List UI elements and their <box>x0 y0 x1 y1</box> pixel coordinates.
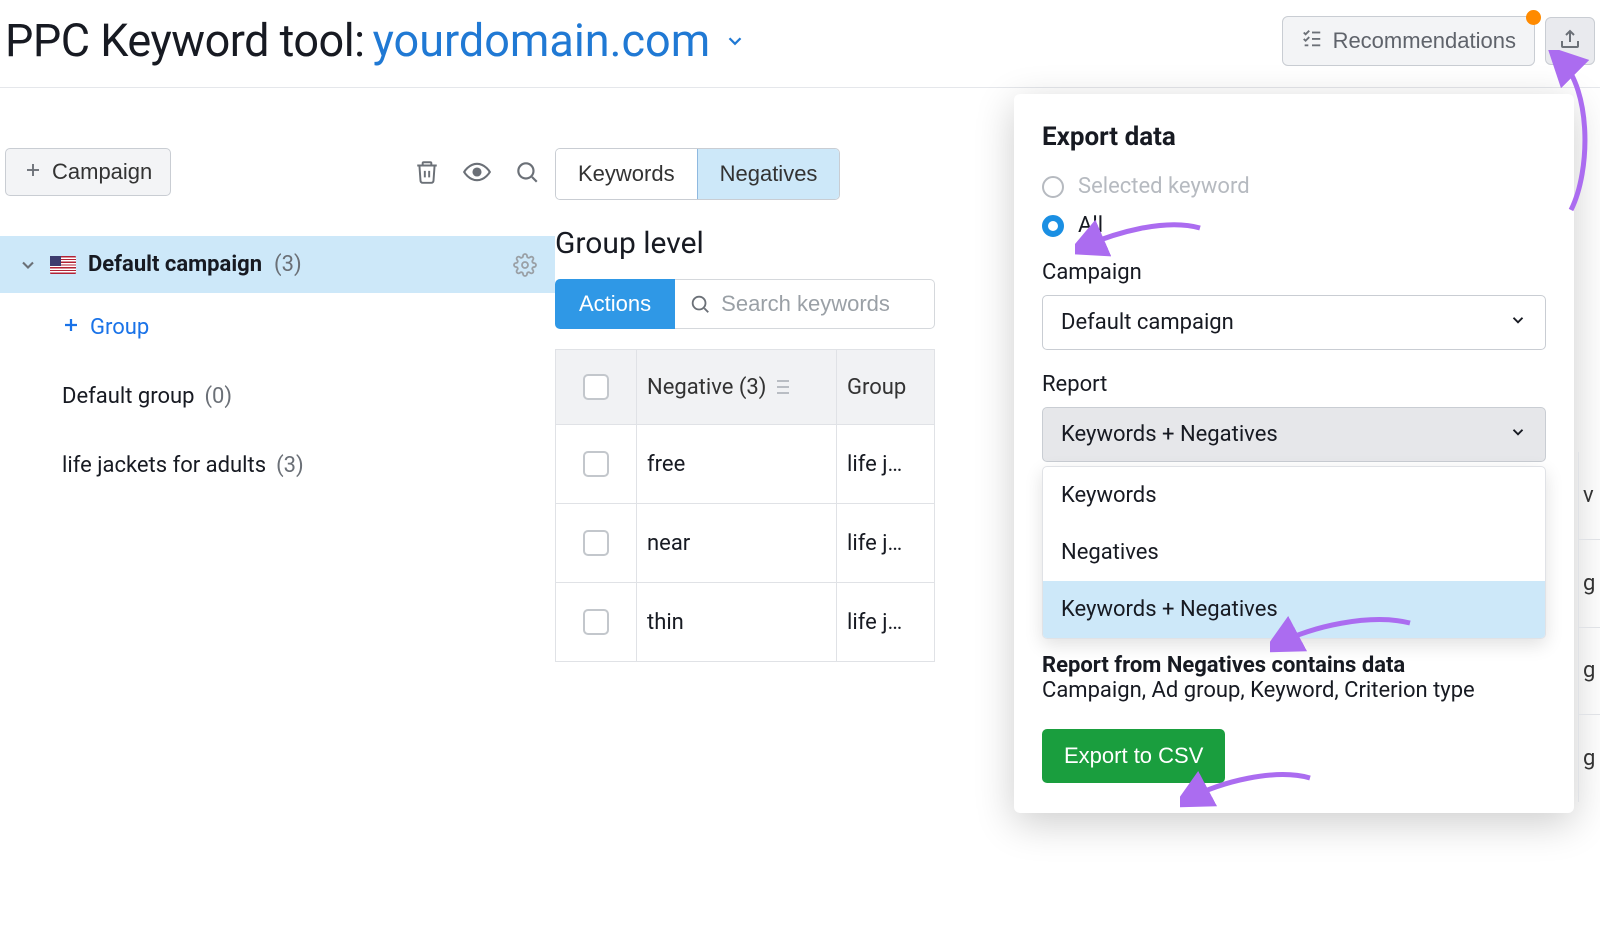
header: PPC Keyword tool: yourdomain.com Recomme… <box>0 0 1600 88</box>
chevron-down-icon <box>1509 310 1527 335</box>
export-popover: Export data Selected keyword All Campaig… <box>1014 94 1574 813</box>
checklist-icon <box>1301 27 1323 55</box>
campaign-select-value: Default campaign <box>1061 310 1234 335</box>
sort-handle-icon[interactable] <box>776 378 790 396</box>
domain-link[interactable]: yourdomain.com <box>373 14 711 67</box>
radio-selected-keyword: Selected keyword <box>1042 174 1546 199</box>
chevron-down-icon[interactable] <box>18 255 38 275</box>
campaign-select[interactable]: Default campaign <box>1042 295 1546 350</box>
table-header: Negative (3) Group <box>556 350 934 425</box>
group-count: (3) <box>276 453 304 478</box>
radio-selected-label: Selected keyword <box>1078 174 1250 199</box>
search-icon <box>689 293 711 315</box>
table-row: near life j… <box>556 504 934 583</box>
search-input[interactable] <box>721 291 920 317</box>
add-group-button[interactable]: Group <box>0 293 555 362</box>
search-icon[interactable] <box>507 152 547 192</box>
report-dropdown: KeywordsNegativesKeywords + Negatives <box>1042 466 1546 639</box>
cell-negative: free <box>636 425 836 503</box>
export-button[interactable] <box>1545 17 1595 65</box>
report-note-title: Report from Negatives contains data <box>1042 653 1405 678</box>
tab-negatives[interactable]: Negatives <box>697 149 840 199</box>
campaign-row[interactable]: Default campaign (3) <box>0 236 555 293</box>
cell-negative: near <box>636 504 836 582</box>
chevron-down-icon[interactable] <box>724 30 746 52</box>
cell-group: life j… <box>836 425 934 503</box>
search-input-wrap <box>675 279 935 329</box>
eye-icon[interactable] <box>457 152 497 192</box>
peek-cell: g <box>1579 540 1600 628</box>
sidebar: Campaign Default campaign (3) <box>0 88 555 662</box>
group-count: (0) <box>204 384 232 409</box>
trash-icon[interactable] <box>407 152 447 192</box>
plus-icon <box>62 315 80 340</box>
radio-icon <box>1042 176 1064 198</box>
export-icon <box>1558 27 1582 54</box>
add-campaign-label: Campaign <box>52 159 152 185</box>
col-group-label: Group <box>847 375 906 400</box>
cell-negative: thin <box>636 583 836 661</box>
table-row: free life j… <box>556 425 934 504</box>
plus-icon <box>24 159 42 185</box>
export-csv-button[interactable]: Export to CSV <box>1042 729 1225 783</box>
notification-dot-icon <box>1526 10 1541 25</box>
peek-cell: v <box>1579 452 1600 540</box>
page-title: PPC Keyword tool: <box>5 14 365 67</box>
tab-keywords[interactable]: Keywords <box>556 149 697 199</box>
recommendations-label: Recommendations <box>1333 28 1516 54</box>
popover-title: Export data <box>1042 122 1546 152</box>
us-flag-icon <box>50 256 76 274</box>
sidebar-group-item[interactable]: life jackets for adults (3) <box>0 431 555 500</box>
select-all-checkbox[interactable] <box>583 374 609 400</box>
group-name: life jackets for adults <box>62 453 266 478</box>
dropdown-item[interactable]: Negatives <box>1043 524 1545 581</box>
campaign-field-label: Campaign <box>1042 260 1546 285</box>
radio-all[interactable]: All <box>1042 213 1546 238</box>
actions-row: Actions <box>555 279 935 329</box>
peek-cell: g <box>1579 628 1600 716</box>
row-checkbox[interactable] <box>583 530 609 556</box>
campaign-count: (3) <box>274 252 302 277</box>
cell-group: life j… <box>836 583 934 661</box>
row-checkbox[interactable] <box>583 609 609 635</box>
dropdown-item[interactable]: Keywords <box>1043 467 1545 524</box>
radio-all-label: All <box>1078 213 1103 238</box>
cutoff-peek: v g g g <box>1578 452 1600 802</box>
radio-icon <box>1042 215 1064 237</box>
chevron-down-icon <box>1509 422 1527 447</box>
actions-button[interactable]: Actions <box>555 279 675 329</box>
group-name: Default group <box>62 384 194 409</box>
cell-group: life j… <box>836 504 934 582</box>
report-select[interactable]: Keywords + Negatives <box>1042 407 1546 462</box>
dropdown-item[interactable]: Keywords + Negatives <box>1043 581 1545 638</box>
gear-icon[interactable] <box>513 253 537 277</box>
add-group-label: Group <box>90 315 149 340</box>
campaign-name: Default campaign <box>88 252 262 277</box>
report-select-value: Keywords + Negatives <box>1061 422 1278 447</box>
recommendations-button[interactable]: Recommendations <box>1282 16 1535 66</box>
row-checkbox[interactable] <box>583 451 609 477</box>
peek-cell: g <box>1579 715 1600 802</box>
report-note-body: Campaign, Ad group, Keyword, Criterion t… <box>1042 678 1475 703</box>
sidebar-group-item[interactable]: Default group (0) <box>0 362 555 431</box>
sidebar-toolbar: Campaign <box>0 148 555 236</box>
table-row: thin life j… <box>556 583 934 661</box>
report-field-label: Report <box>1042 372 1546 397</box>
view-tabs: Keywords Negatives <box>555 148 840 200</box>
col-negative-label: Negative (3) <box>647 375 766 400</box>
negatives-table: Negative (3) Group free life j… near lif… <box>555 349 935 662</box>
report-note: Report from Negatives contains data Camp… <box>1042 653 1546 703</box>
add-campaign-button[interactable]: Campaign <box>5 148 171 196</box>
